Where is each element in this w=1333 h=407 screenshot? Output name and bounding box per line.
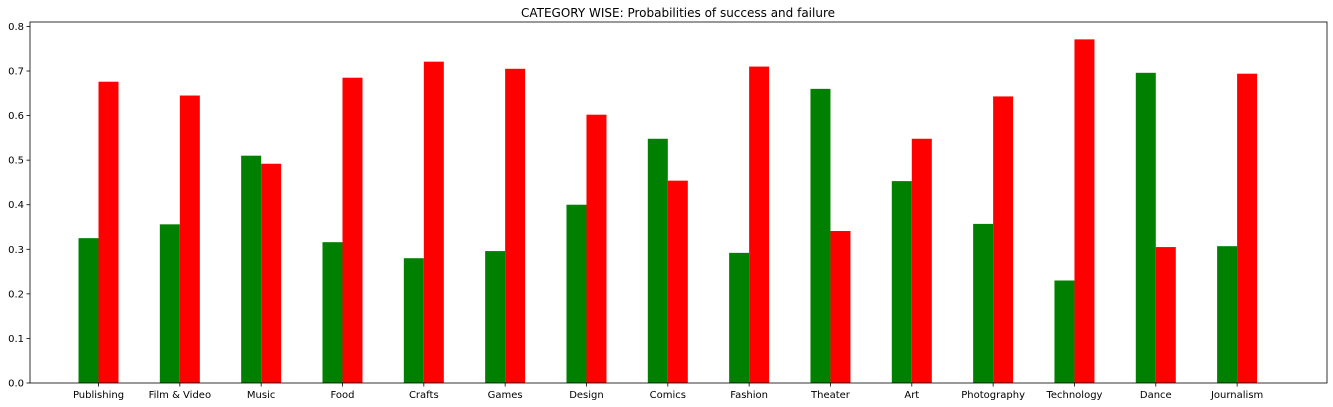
x-tick-label: Technology: [1045, 390, 1102, 401]
x-tick-label: Theater: [810, 390, 851, 401]
failure-bar-food: [342, 77, 363, 384]
failure-bar-theater: [830, 231, 851, 383]
y-tick-label: 0.0: [8, 379, 24, 390]
success-bar-journalism: [1217, 246, 1238, 383]
failure-bar-music: [261, 163, 282, 383]
bars-layer: [78, 39, 1258, 384]
failure-bar-art: [911, 138, 932, 383]
x-tick-label: Fashion: [730, 390, 768, 401]
y-tick-label: 0.7: [8, 67, 24, 78]
y-tick-label: 0.3: [8, 245, 24, 256]
failure-bar-dance: [1155, 247, 1176, 383]
x-tick-label: Crafts: [409, 390, 439, 401]
y-tick-label: 0.5: [8, 156, 24, 167]
x-tick-label: Comics: [650, 390, 686, 401]
chart-title: CATEGORY WISE: Probabilities of success …: [521, 6, 835, 20]
x-tick-label: Games: [488, 390, 523, 401]
success-bar-music: [241, 155, 262, 383]
success-bar-publishing: [78, 238, 99, 383]
y-tick-label: 0.8: [8, 22, 24, 33]
x-tick-label: Journalism: [1210, 390, 1263, 401]
failure-bar-technology: [1074, 39, 1095, 383]
failure-bar-film-video: [179, 95, 200, 383]
axes-layer: Publishing Film & Video Music Food Crafts Gam…: [8, 22, 1263, 401]
success-bar-photography: [973, 223, 994, 383]
failure-bar-fashion: [749, 66, 770, 383]
x-tick-label: Food: [330, 390, 354, 401]
x-tick-label: Film & Video: [149, 390, 212, 401]
success-bar-art: [891, 181, 912, 383]
failure-bar-photography: [993, 96, 1014, 384]
failure-bar-comics: [667, 180, 688, 383]
x-tick-label: Music: [247, 390, 275, 401]
x-tick-label: Photography: [961, 390, 1025, 401]
success-bar-fashion: [729, 252, 750, 383]
success-bar-games: [485, 251, 506, 383]
success-bar-theater: [810, 88, 831, 383]
success-bar-design: [566, 204, 587, 383]
success-bar-crafts: [403, 258, 424, 383]
failure-bar-journalism: [1237, 73, 1258, 383]
success-bar-comics: [647, 138, 668, 383]
failure-bar-crafts: [423, 61, 444, 384]
x-tick-label: Art: [904, 390, 919, 401]
y-tick-label: 0.6: [8, 111, 24, 122]
x-tick-label: Publishing: [73, 390, 124, 401]
failure-bar-games: [505, 68, 526, 384]
y-tick-label: 0.4: [8, 200, 24, 211]
x-tick-label: Dance: [1140, 390, 1172, 401]
y-tick-label: 0.1: [8, 334, 24, 345]
failure-bar-design: [586, 114, 607, 383]
success-bar-food: [322, 242, 343, 383]
success-bar-technology: [1054, 280, 1075, 383]
success-bar-film-video: [159, 224, 180, 383]
y-tick-label: 0.2: [8, 289, 24, 300]
x-tick-label: Design: [569, 390, 604, 401]
success-bar-dance: [1135, 72, 1156, 383]
plot-area-frame: [29, 21, 1328, 384]
failure-bar-publishing: [98, 81, 119, 383]
